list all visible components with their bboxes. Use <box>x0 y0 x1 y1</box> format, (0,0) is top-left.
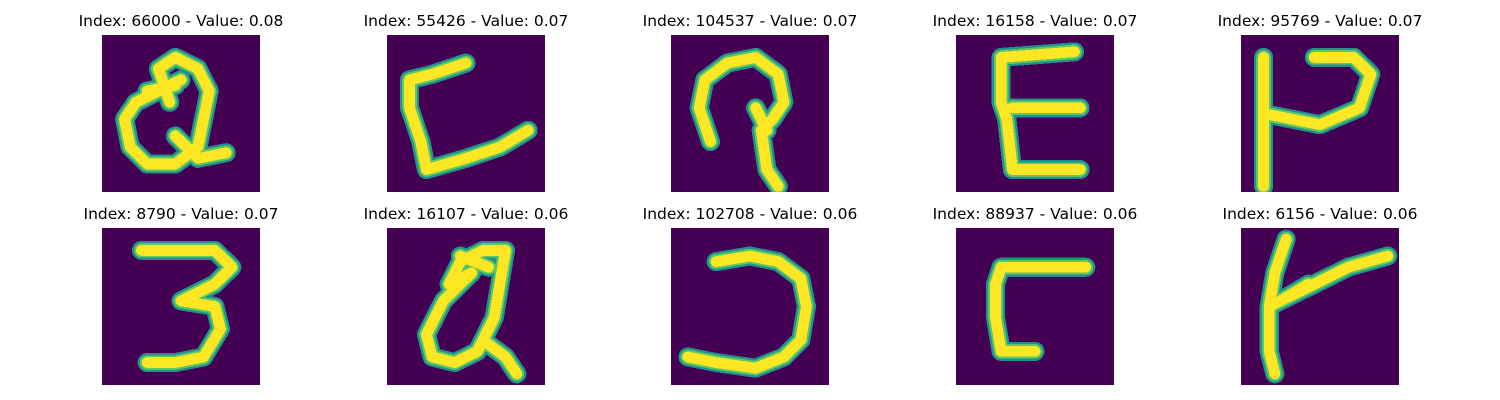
sample-panel: Index: 88937 - Value: 0.06 <box>885 203 1185 393</box>
stroke-core <box>404 57 534 175</box>
sample-image <box>102 228 260 385</box>
sample-image <box>1241 35 1399 192</box>
stroke-core <box>141 80 181 97</box>
handwritten-q-glyph <box>102 35 260 192</box>
stroke-core <box>136 245 238 368</box>
stroke-core <box>1258 52 1377 131</box>
sample-image <box>671 35 829 192</box>
sample-panel: Index: 104537 - Value: 0.07 <box>600 10 900 200</box>
stroke-core <box>693 52 790 192</box>
panel-title: Index: 88937 - Value: 0.06 <box>932 205 1138 223</box>
handwritten-l-glyph <box>387 35 545 192</box>
sample-image <box>671 228 829 385</box>
sample-image <box>387 228 545 385</box>
stroke-core <box>119 52 215 170</box>
panel-title: Index: 95769 - Value: 0.07 <box>1217 12 1423 30</box>
sample-panel: Index: 66000 - Value: 0.08 <box>31 10 331 200</box>
sample-image <box>387 35 545 192</box>
handwritten-3-glyph <box>102 228 260 385</box>
stroke-core <box>169 130 232 164</box>
stroke-core <box>1275 278 1315 307</box>
sample-image <box>1241 228 1399 385</box>
panel-title: Index: 102708 - Value: 0.06 <box>642 205 858 223</box>
sample-panel: Index: 8790 - Value: 0.07 <box>31 203 331 393</box>
handwritten-r-glyph <box>956 228 1114 385</box>
handwritten-q-alt-glyph <box>387 228 545 385</box>
panel-title: Index: 8790 - Value: 0.07 <box>83 205 279 223</box>
panel-title: Index: 16107 - Value: 0.06 <box>363 205 569 223</box>
image-background <box>956 228 1114 385</box>
panel-title: Index: 66000 - Value: 0.08 <box>78 12 284 30</box>
sample-panel: Index: 16158 - Value: 0.07 <box>885 10 1185 200</box>
panel-title: Index: 104537 - Value: 0.07 <box>642 12 858 30</box>
handwritten-e-glyph <box>956 35 1114 192</box>
sample-panel: Index: 16107 - Value: 0.06 <box>316 203 616 393</box>
sample-image <box>956 228 1114 385</box>
stroke-core <box>750 102 773 136</box>
handwritten-j-glyph <box>671 228 829 385</box>
handwritten-p-loop-glyph <box>671 35 829 192</box>
panel-title: Index: 6156 - Value: 0.06 <box>1222 205 1418 223</box>
stroke-core <box>454 250 494 273</box>
stroke-core <box>477 334 523 380</box>
sample-panel: Index: 102708 - Value: 0.06 <box>600 203 900 393</box>
sample-panel: Index: 6156 - Value: 0.06 <box>1170 203 1470 393</box>
stroke-core <box>682 250 812 374</box>
sample-image <box>956 35 1114 192</box>
panel-title: Index: 16158 - Value: 0.07 <box>932 12 1138 30</box>
handwritten-k-glyph <box>1241 228 1399 385</box>
panel-title: Index: 55426 - Value: 0.07 <box>363 12 569 30</box>
stroke-core <box>995 46 1086 175</box>
sample-image <box>102 35 260 192</box>
sample-panel: Index: 95769 - Value: 0.07 <box>1170 10 1470 200</box>
sample-panel: Index: 55426 - Value: 0.07 <box>316 10 616 200</box>
handwritten-h-glyph <box>1241 35 1399 192</box>
stroke-core <box>990 261 1092 357</box>
